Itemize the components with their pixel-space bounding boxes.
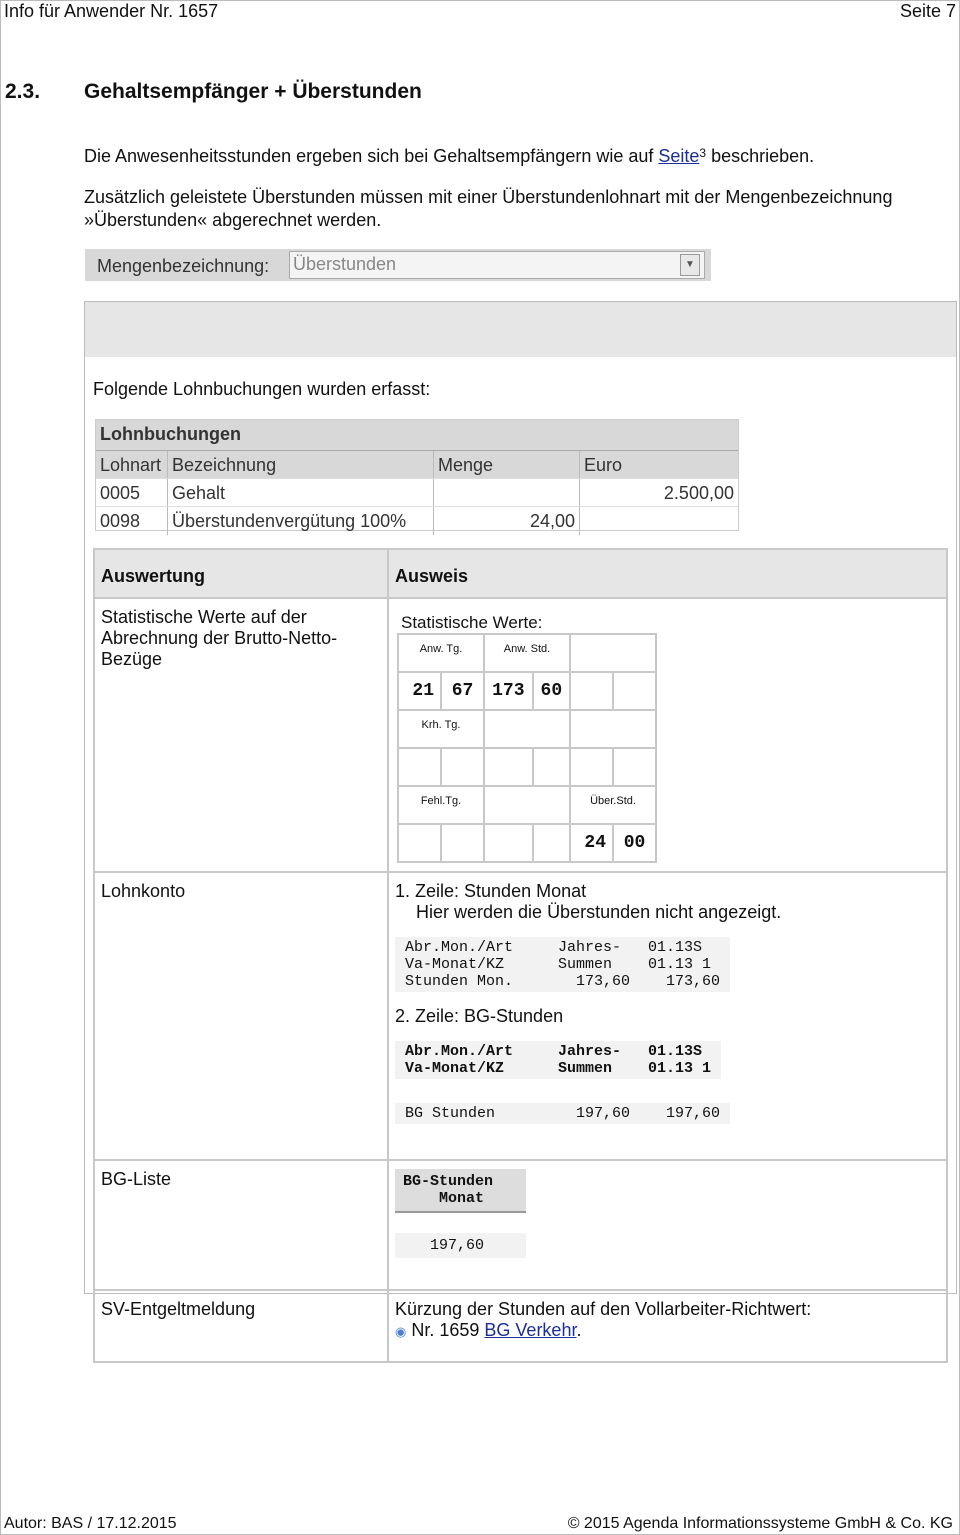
cell: 24,00 <box>434 507 580 535</box>
col-euro: Euro <box>584 455 623 475</box>
table-row: 0098 Überstundenvergütung 100% 24,00 <box>96 506 738 535</box>
col-ausweis: Ausweis <box>387 548 948 599</box>
sw-title: Statistische Werte: <box>401 613 543 632</box>
row-label: SV-Entgeltmeldung <box>93 1289 389 1363</box>
para2-line1: Zusätzlich geleistete Überstunden müssen… <box>84 187 893 207</box>
bg-liste-header: BG-Stunden Monat <box>395 1169 526 1213</box>
cell <box>580 507 738 535</box>
cell: Überstundenvergütung 100% <box>168 507 434 535</box>
krh-label: Krh. Tg. <box>397 709 485 749</box>
row-label: BG-Liste <box>93 1159 389 1291</box>
nr-text: Nr. 1659 <box>411 1320 485 1340</box>
example-box: Folgende Lohnbuchungen wurden erfasst: L… <box>84 301 957 1363</box>
ueber-label: Über.Std. <box>569 785 657 825</box>
mengen-value: Überstunden <box>293 254 397 274</box>
mengenbezeichnung-field: Mengenbezeichnung: Überstunden ▼ <box>85 249 711 281</box>
anw-tg-label: Anw. Tg. <box>397 633 485 673</box>
seite-link[interactable]: Seite <box>658 146 700 166</box>
lohnkonto-excerpt-1: Abr.Mon./Art Jahres- 01.13S Va-Monat/KZ … <box>395 937 731 992</box>
col-auswertung: Auswertung <box>93 548 389 599</box>
bullet-icon: ◉ <box>395 1324 407 1339</box>
anw-std-b: 60 <box>531 671 572 711</box>
cell: 2.500,00 <box>663 483 734 503</box>
anw-std-label: Anw. Std. <box>483 633 571 673</box>
section-title: Gehaltsempfänger + Überstunden <box>84 80 422 103</box>
fehl-label: Fehl.Tg. <box>397 785 485 825</box>
mengen-label: Mengenbezeichnung: <box>97 256 270 276</box>
anw-tg-a: 21 <box>397 671 442 711</box>
para1: Die Anwesenheitsstunden ergeben sich bei… <box>84 146 814 167</box>
period: . <box>576 1320 582 1340</box>
cell: Gehalt <box>168 479 434 507</box>
zeile1-note: Hier werden die Überstunden nicht angeze… <box>416 902 782 922</box>
footer-right: © 2015 Agenda Informationssysteme GmbH &… <box>567 1515 953 1532</box>
cell: 0098 <box>96 507 168 535</box>
para1-text: Die Anwesenheitsstunden ergeben sich bei… <box>84 146 659 166</box>
cell: 0005 <box>96 479 168 507</box>
bg-liste-value: 197,60 <box>395 1233 526 1258</box>
auswertung-table: Auswertung Ausweis Statistische Werte auf… <box>93 548 948 1363</box>
mengen-select[interactable]: Überstunden ▼ <box>289 251 705 279</box>
chevron-down-icon[interactable]: ▼ <box>680 254 700 276</box>
header-right: Seite 7 <box>899 1 956 21</box>
para1-end: beschrieben. <box>706 146 815 166</box>
header-left: Info für Anwender Nr. 1657 <box>4 1 219 21</box>
row-label: Statistische Werte auf der Abrechnung de… <box>93 597 389 873</box>
page-ref: 3 <box>699 146 707 160</box>
sw-grid: Anw. Tg. Anw. Std. 21 67 173 60 Krh. Tg. Feh… <box>397 633 657 863</box>
col-bezeichnung: Bezeichnung <box>168 451 434 479</box>
col-menge: Menge <box>434 451 580 479</box>
para2-line2: »Überstunden« abgerechnet werden. <box>84 210 382 230</box>
lohnkonto-excerpt-2: Abr.Mon./Art Jahres- 01.13S Va-Monat/KZ … <box>395 1041 722 1079</box>
anw-std-a: 173 <box>483 671 534 711</box>
zeile1: 1. Zeile: Stunden Monat <box>395 881 587 901</box>
intro-text: Folgende Lohnbuchungen wurden erfasst: <box>93 379 431 399</box>
anw-tg-b: 67 <box>440 671 485 711</box>
ueber-a: 24 <box>569 823 614 863</box>
statistische-werte: Statistische Werte: Anw. Tg. Anw. Std. 21… <box>395 613 940 863</box>
sv-text: Kürzung der Stunden auf den Vollarbeiter… <box>395 1299 812 1319</box>
section-number: 2.3. <box>5 80 41 103</box>
bg-verkehr-link[interactable]: BG Verkehr <box>484 1320 577 1340</box>
ueber-b: 00 <box>612 823 657 863</box>
lohnkonto-excerpt-3: BG Stunden 197,60 197,60 <box>395 1103 731 1124</box>
lohnbuchungen-table: Lohnbuchungen Lohnart Bezeichnung Menge … <box>95 419 739 535</box>
box-header <box>85 302 956 357</box>
row-label: Lohnkonto <box>93 871 389 1161</box>
cell <box>434 479 580 507</box>
lohnbuchungen-title: Lohnbuchungen <box>96 420 738 450</box>
zeile2: 2. Zeile: BG-Stunden <box>395 1006 564 1026</box>
table-row: 0005 Gehalt 2.500,00 <box>96 478 738 507</box>
col-lohnart: Lohnart <box>96 451 168 479</box>
footer-left: Autor: BAS / 17.12.2015 <box>4 1515 177 1532</box>
